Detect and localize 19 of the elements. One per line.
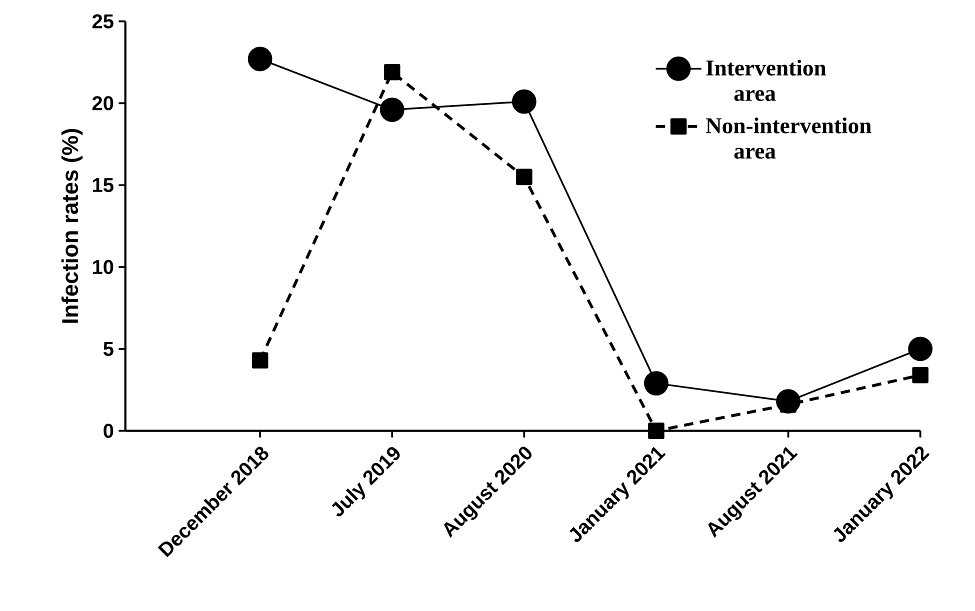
point (248, 46, 272, 72)
point (648, 422, 664, 440)
y-tick-label: 15 (93, 178, 114, 192)
point (380, 98, 404, 122)
y-tick-label: 25 (92, 14, 114, 28)
y-tick-label: 0 (104, 424, 114, 438)
point (384, 64, 400, 80)
legend-label: Intervention area (706, 60, 826, 102)
y-axis-title: Infection rates (%) (61, 129, 83, 323)
y-tick-label: 10 (93, 260, 114, 274)
y-tick-label: 20 (92, 96, 114, 110)
y-tick-label: 5 (103, 342, 114, 356)
point (512, 89, 536, 114)
point (516, 168, 532, 186)
point (908, 336, 933, 362)
legend-label: Non-intervention area (706, 118, 872, 159)
point (252, 352, 268, 369)
point (912, 367, 928, 384)
point (644, 371, 668, 396)
